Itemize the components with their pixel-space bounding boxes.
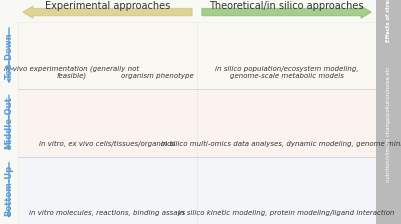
Text: Bottom-Up: Bottom-Up [4,165,14,216]
Text: in vitro molecules, reactions, binding assays: in vitro molecules, reactions, binding a… [29,210,186,216]
Bar [376,0,401,224]
Text: Effects of stressors:: Effects of stressors: [386,0,391,42]
Text: Experimental approaches: Experimental approaches [45,0,170,11]
Text: nutrition/climate change/pollution/noise etc: nutrition/climate change/pollution/noise… [386,66,391,182]
FancyArrow shape [202,6,371,18]
Bar [18,22,376,224]
Text: Middle-Out: Middle-Out [4,97,14,149]
Bar [18,89,376,157]
Text: Theoretical/in silico approaches: Theoretical/in silico approaches [209,0,364,11]
FancyArrow shape [23,6,192,18]
Bar [18,157,376,224]
Text: in silico kinetic modeling, protein modeling/ligand interaction: in silico kinetic modeling, protein mode… [178,210,395,216]
Bar [0,22,18,224]
Text: in silico multi-omics data analyses, dynamic modeling, genome mining: in silico multi-omics data analyses, dyn… [161,140,401,147]
Text: organism phenotype: organism phenotype [121,73,194,79]
Text: in vivo experimentation (generally not feasible): in vivo experimentation (generally not f… [4,65,139,79]
Bar [18,22,376,89]
Text: in silico population/ecosystem modeling,
genome-scale metabolic models: in silico population/ecosystem modeling,… [215,66,358,79]
Text: Top-Down: Top-Down [4,32,14,79]
Bar [18,0,376,22]
Text: in vitro, ex vivo cells/tissues/organoids: in vitro, ex vivo cells/tissues/organoid… [39,140,176,147]
